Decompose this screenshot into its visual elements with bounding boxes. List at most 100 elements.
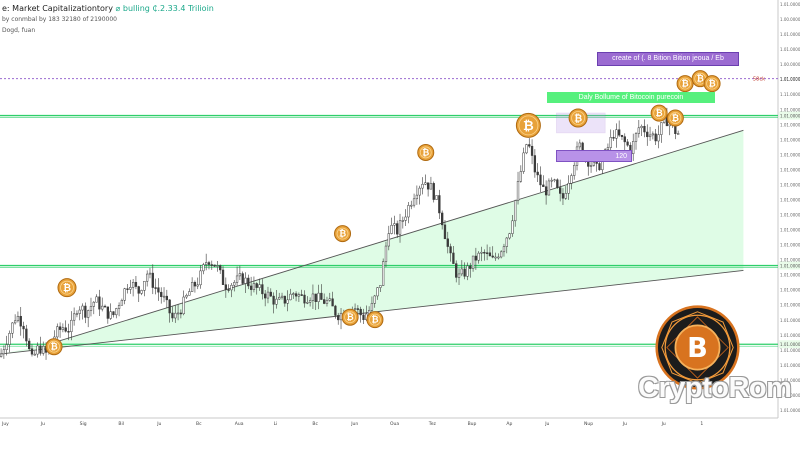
- candle-body-116: [325, 300, 329, 304]
- x-tick-label: Sig: [80, 421, 87, 427]
- candle-body-77: [216, 265, 219, 267]
- y-tick-label: 1.00.00000: [780, 17, 800, 22]
- candle-body-162: [455, 263, 458, 278]
- candle-body-199: [559, 187, 562, 194]
- candle-body-192: [539, 174, 542, 186]
- candle-body-78: [219, 265, 222, 271]
- candle-body-71: [199, 270, 202, 286]
- bitcoin-coin-glyph-icon: ₿: [656, 108, 663, 119]
- candle-body-167: [469, 265, 472, 269]
- y-tick-label: 1.01.00000: [780, 182, 800, 187]
- x-tick-label: Jun: [350, 421, 358, 427]
- candle-body-60: [168, 299, 171, 314]
- candle-body-31: [87, 310, 90, 318]
- bitcoin-coin-glyph-icon: ₿: [697, 74, 704, 85]
- candle-body-158: [443, 224, 447, 240]
- candle-body-112: [314, 293, 317, 302]
- candle-body-100: [280, 295, 284, 298]
- candle-body-118: [331, 298, 334, 307]
- candle-body-213: [598, 163, 601, 171]
- candle-body-21: [58, 326, 62, 330]
- candle-body-178: [500, 251, 503, 258]
- y-tick-label: 1.01.00000: [780, 258, 800, 263]
- candle-body-126: [353, 308, 357, 310]
- bitcoin-coin-rim-icon: [60, 280, 74, 295]
- candle-body-63: [176, 312, 180, 315]
- candle-body-150: [421, 183, 424, 189]
- candle-body-39: [109, 311, 112, 319]
- bitcoin-coin-glyph-icon: ₿: [523, 119, 534, 134]
- candle-body-58: [162, 295, 166, 298]
- candle-body-87: [244, 277, 247, 284]
- y-tick-label: 1.01.00000: [780, 363, 800, 368]
- candle-body-56: [157, 287, 160, 293]
- candle-body-67: [188, 291, 191, 296]
- candle-body-9: [25, 328, 28, 342]
- bitcoin-coin-glyph-icon: ₿: [422, 147, 429, 158]
- trend-channel-fill: [0, 78, 744, 355]
- candle-body-111: [311, 293, 315, 301]
- candle-body-75: [210, 264, 213, 266]
- candle-body-226: [634, 133, 638, 142]
- candle-body-169: [474, 255, 478, 261]
- candle-body-135: [379, 285, 382, 288]
- x-tick-label: Ju: [40, 421, 45, 427]
- candle-body-141: [396, 223, 399, 235]
- y-tick-label: 1.01.00000: [780, 197, 800, 202]
- candle-body-37: [103, 305, 107, 308]
- candle-body-155: [435, 195, 438, 200]
- bitcoin-coin-glyph-icon: ₿: [50, 342, 57, 353]
- candle-body-8: [22, 325, 25, 330]
- bitcoin-coin-rim-icon: [48, 340, 60, 353]
- candle-body-119: [334, 305, 337, 316]
- candle-body-204: [573, 165, 576, 176]
- y-tick-label: 1.01.00000: [780, 77, 800, 82]
- candle-body-49: [137, 286, 140, 294]
- candle-body-2: [5, 344, 8, 350]
- candle-body-221: [620, 134, 624, 137]
- candle-body-197: [553, 179, 556, 182]
- candle-body-82: [230, 284, 233, 291]
- candle-body-94: [264, 293, 267, 299]
- candle-body-201: [564, 193, 567, 199]
- candle-body-218: [612, 137, 615, 139]
- candle-body-59: [165, 295, 168, 301]
- candle-body-79: [221, 269, 225, 285]
- candle-body-14: [39, 345, 42, 354]
- x-tick-label: Ju: [156, 421, 161, 427]
- y-tick-label: 1.01.00000: [780, 122, 800, 127]
- candle-body-234: [657, 134, 660, 142]
- x-tick-label: Tez: [428, 421, 437, 427]
- candle-body-45: [126, 288, 129, 290]
- y-tick-label: 1.00.00000: [780, 62, 800, 67]
- bitcoin-coin-glyph-icon: ₿: [709, 79, 716, 90]
- candle-body-189: [530, 145, 534, 156]
- candle-body-36: [101, 305, 104, 310]
- bitcoin-logo-icon: B: [655, 305, 740, 390]
- candle-body-152: [426, 182, 430, 190]
- candle-body-156: [438, 195, 441, 214]
- x-tick-label: Juy: [1, 421, 9, 427]
- x-tick-label: Ju: [544, 421, 549, 427]
- candle-body-193: [542, 184, 545, 187]
- candle-body-132: [370, 303, 374, 311]
- y-tick-label: 1.01.00000: [780, 393, 800, 398]
- chart-title: e: Market Capitalizationtory ⌀ bulling ₵…: [2, 4, 214, 13]
- candle-body-12: [33, 353, 36, 356]
- candle-body-28: [78, 309, 81, 314]
- candle-body-187: [525, 144, 528, 154]
- bitcoin-coin-rim-icon: [518, 115, 539, 136]
- bitcoin-coin-rim-icon: [669, 112, 682, 124]
- candle-body-53: [148, 272, 152, 275]
- bitcoin-coin-glyph-icon: ₿: [371, 315, 378, 326]
- candle-body-106: [297, 294, 301, 297]
- bitcoin-coin-rim-icon: [336, 227, 349, 240]
- candle-body-30: [84, 305, 87, 318]
- candle-body-212: [595, 161, 598, 164]
- candle-body-153: [429, 183, 433, 190]
- candle-body-48: [134, 282, 138, 287]
- candle-body-168: [471, 255, 475, 269]
- candle-body-231: [648, 134, 652, 138]
- candle-body-157: [441, 212, 444, 226]
